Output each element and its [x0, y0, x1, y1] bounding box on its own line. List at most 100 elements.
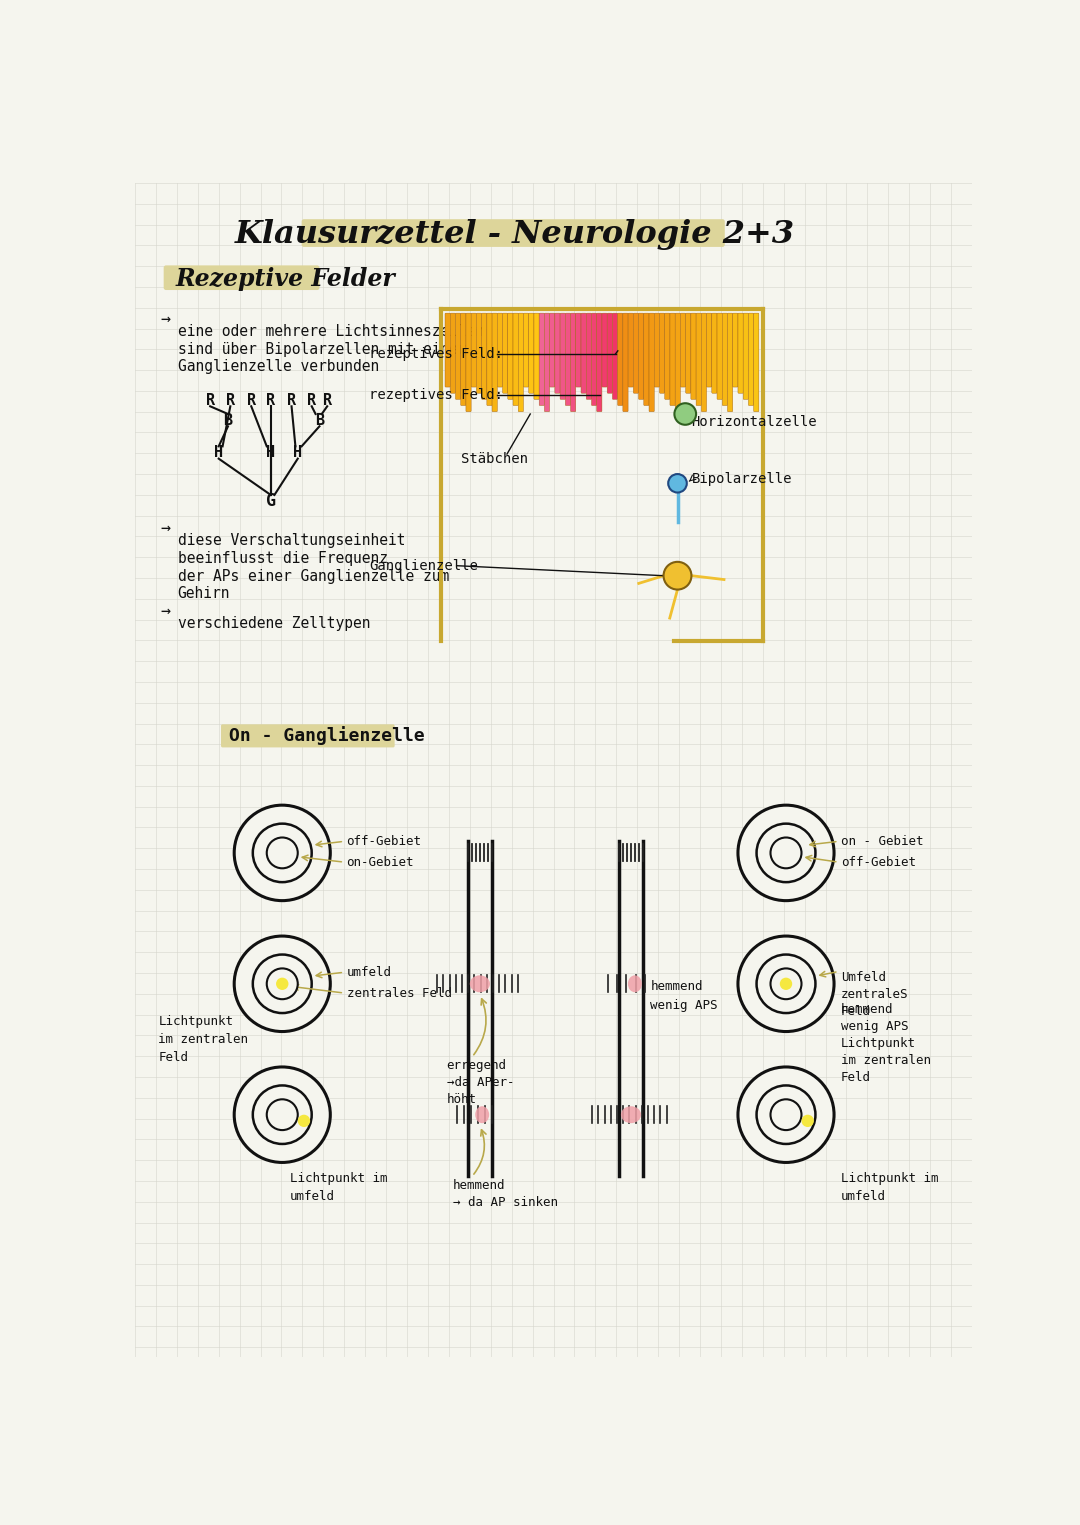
Text: B: B	[224, 413, 232, 427]
Circle shape	[253, 824, 312, 881]
Ellipse shape	[621, 1106, 642, 1124]
Circle shape	[738, 936, 834, 1031]
Text: der APs einer Ganglienzelle zum: der APs einer Ganglienzelle zum	[177, 569, 449, 584]
Text: G: G	[266, 493, 275, 509]
FancyBboxPatch shape	[675, 313, 680, 412]
Text: on - Gebiet: on - Gebiet	[841, 834, 923, 848]
Text: rezeptives Feld:: rezeptives Feld:	[369, 348, 503, 361]
Text: →: →	[161, 310, 171, 328]
Text: Lichtpunkt im
umfeld: Lichtpunkt im umfeld	[841, 1173, 939, 1203]
Text: Horizontalzelle: Horizontalzelle	[691, 415, 818, 429]
FancyBboxPatch shape	[754, 313, 759, 412]
FancyBboxPatch shape	[221, 724, 394, 747]
FancyBboxPatch shape	[697, 313, 701, 406]
FancyBboxPatch shape	[586, 313, 592, 400]
Circle shape	[253, 955, 312, 1013]
FancyBboxPatch shape	[748, 313, 754, 406]
Circle shape	[234, 1068, 330, 1162]
FancyBboxPatch shape	[461, 313, 465, 406]
Text: hemmend
→ da AP sinken: hemmend → da AP sinken	[453, 1179, 557, 1209]
Text: umfeld: umfeld	[347, 965, 392, 979]
Circle shape	[253, 1086, 312, 1144]
FancyBboxPatch shape	[476, 313, 482, 393]
FancyBboxPatch shape	[602, 313, 607, 387]
Circle shape	[738, 1068, 834, 1162]
Circle shape	[780, 978, 793, 990]
FancyBboxPatch shape	[565, 313, 570, 406]
Text: Rezeptive Felder: Rezeptive Felder	[175, 267, 395, 291]
FancyBboxPatch shape	[539, 313, 544, 406]
FancyBboxPatch shape	[618, 313, 623, 406]
Text: B: B	[315, 413, 324, 427]
FancyBboxPatch shape	[445, 313, 450, 387]
Text: Umfeld
zentraleS
Feld: Umfeld zentraleS Feld	[841, 971, 908, 1019]
Text: R: R	[307, 392, 316, 407]
Text: off-Gebiet: off-Gebiet	[347, 834, 421, 848]
FancyBboxPatch shape	[649, 313, 654, 412]
Text: hemmend: hemmend	[650, 981, 703, 993]
FancyBboxPatch shape	[638, 313, 644, 400]
Text: R: R	[323, 392, 332, 407]
FancyBboxPatch shape	[728, 313, 732, 412]
FancyBboxPatch shape	[581, 313, 586, 393]
Circle shape	[663, 561, 691, 590]
Circle shape	[738, 805, 834, 901]
Text: hemmend
wenig APS
Lichtpunkt
im zentralen
Feld: hemmend wenig APS Lichtpunkt im zentrale…	[841, 1003, 931, 1084]
Circle shape	[234, 936, 330, 1031]
Text: Lichtpunkt
im zentralen
Feld: Lichtpunkt im zentralen Feld	[159, 1014, 248, 1063]
FancyBboxPatch shape	[471, 313, 476, 387]
Ellipse shape	[470, 976, 490, 993]
FancyBboxPatch shape	[576, 313, 581, 387]
FancyBboxPatch shape	[717, 313, 723, 400]
Text: →: →	[161, 602, 171, 619]
Text: R: R	[226, 392, 234, 407]
FancyBboxPatch shape	[550, 313, 555, 387]
Circle shape	[276, 978, 288, 990]
FancyBboxPatch shape	[623, 313, 629, 412]
Text: erregend
→da APer-
höht: erregend →da APer- höht	[446, 1060, 514, 1106]
FancyBboxPatch shape	[561, 313, 565, 400]
Circle shape	[267, 968, 298, 999]
FancyBboxPatch shape	[508, 313, 513, 400]
FancyBboxPatch shape	[529, 313, 534, 393]
Text: Klausurzettel - Neurologie 2+3: Klausurzettel - Neurologie 2+3	[234, 220, 795, 250]
FancyBboxPatch shape	[456, 313, 461, 400]
FancyBboxPatch shape	[629, 313, 633, 387]
Text: Ganglienzelle: Ganglienzelle	[369, 558, 478, 573]
FancyBboxPatch shape	[633, 313, 638, 393]
FancyBboxPatch shape	[465, 313, 471, 412]
FancyBboxPatch shape	[701, 313, 706, 412]
Text: H: H	[266, 445, 275, 461]
Text: On - Ganglienzelle: On - Ganglienzelle	[229, 726, 424, 746]
Ellipse shape	[627, 976, 642, 993]
Circle shape	[801, 1115, 814, 1127]
Circle shape	[669, 474, 687, 493]
Text: wenig APS: wenig APS	[650, 999, 718, 1013]
FancyBboxPatch shape	[612, 313, 618, 400]
FancyBboxPatch shape	[670, 313, 675, 406]
Text: rezeptives Feld:: rezeptives Feld:	[369, 387, 503, 401]
Text: R: R	[266, 392, 275, 407]
Circle shape	[298, 1115, 310, 1127]
FancyBboxPatch shape	[732, 313, 738, 387]
Text: H: H	[214, 445, 224, 461]
FancyBboxPatch shape	[544, 313, 550, 412]
Text: R: R	[205, 392, 215, 407]
Circle shape	[757, 1086, 815, 1144]
Text: on-Gebiet: on-Gebiet	[347, 856, 414, 869]
FancyBboxPatch shape	[534, 313, 539, 400]
Circle shape	[757, 955, 815, 1013]
Text: R: R	[287, 392, 296, 407]
FancyBboxPatch shape	[497, 313, 502, 387]
Circle shape	[770, 837, 801, 868]
FancyBboxPatch shape	[691, 313, 697, 400]
FancyBboxPatch shape	[654, 313, 660, 387]
Text: diese Verschaltungseinheit: diese Verschaltungseinheit	[177, 534, 405, 549]
FancyBboxPatch shape	[164, 265, 320, 290]
FancyBboxPatch shape	[450, 313, 456, 393]
FancyBboxPatch shape	[743, 313, 748, 400]
Circle shape	[770, 968, 801, 999]
FancyBboxPatch shape	[664, 313, 670, 400]
Text: off-Gebiet: off-Gebiet	[841, 856, 916, 869]
Text: Ganglienzelle verbunden: Ganglienzelle verbunden	[177, 360, 379, 374]
